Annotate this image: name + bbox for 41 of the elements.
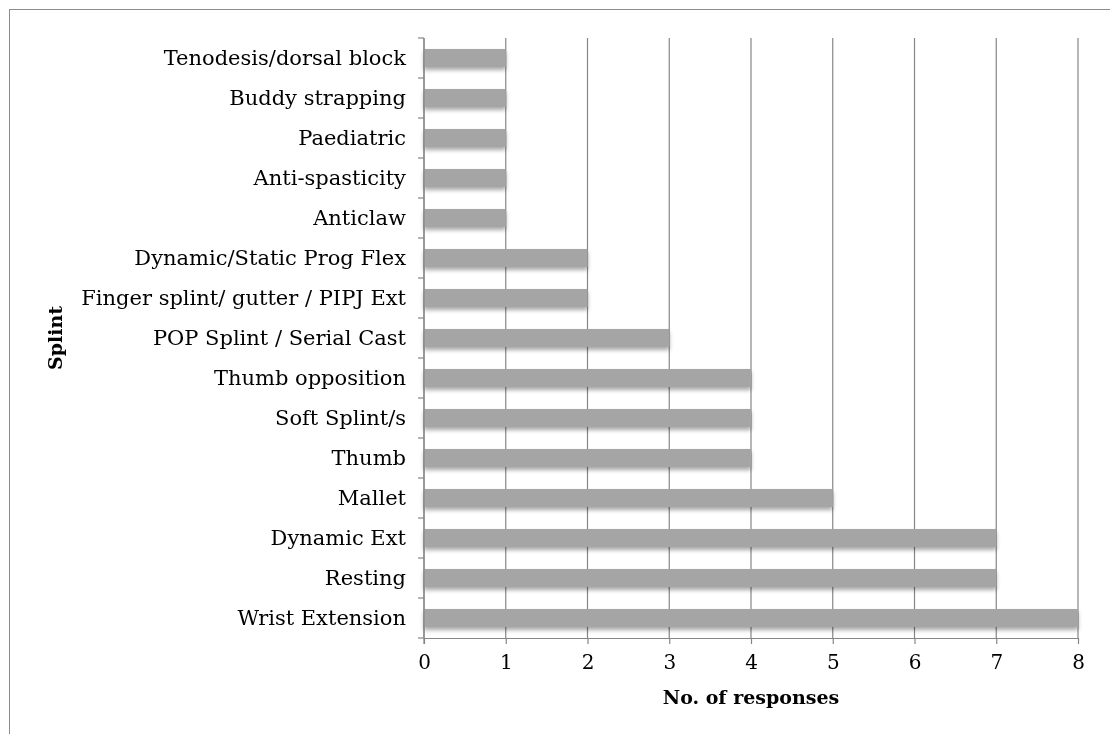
x-axis-title: No. of responses xyxy=(662,686,840,708)
y-tick-label: Mallet xyxy=(337,485,407,510)
bar xyxy=(424,569,997,587)
bar xyxy=(424,49,506,67)
y-tick-label: Anticlaw xyxy=(312,205,407,230)
bar xyxy=(424,129,506,147)
bar xyxy=(424,209,506,227)
bar xyxy=(424,369,751,387)
y-tick-label: POP Splint / Serial Cast xyxy=(152,325,407,350)
y-tick-label: Resting xyxy=(324,565,406,590)
x-tick-label: 3 xyxy=(663,650,677,675)
bar xyxy=(424,289,588,307)
x-tick-label: 2 xyxy=(581,650,595,675)
y-tick-label: Soft Splint/s xyxy=(275,405,406,430)
y-tick-label: Dynamic/Static Prog Flex xyxy=(134,245,407,270)
bar xyxy=(424,449,751,467)
bar xyxy=(424,169,506,187)
y-tick-label: Buddy strapping xyxy=(229,85,406,110)
y-tick-label: Anti-spasticity xyxy=(252,165,407,190)
y-tick-label: Tenodesis/dorsal block xyxy=(163,45,407,70)
y-tick-label: Thumb opposition xyxy=(213,365,406,390)
y-axis-title: Splint xyxy=(44,305,66,371)
x-tick-label: 1 xyxy=(499,650,513,675)
bar xyxy=(424,329,670,347)
x-tick-label: 0 xyxy=(418,650,431,675)
bar xyxy=(424,89,506,107)
bar xyxy=(424,409,751,427)
y-tick-label: Paediatric xyxy=(298,125,406,150)
x-tick-label: 6 xyxy=(908,650,922,675)
y-tick-label: Dynamic Ext xyxy=(270,525,407,550)
x-tick-label: 7 xyxy=(990,650,1004,675)
x-tick-label: 8 xyxy=(1072,650,1085,675)
bar xyxy=(424,529,997,547)
x-tick-label: 5 xyxy=(826,650,840,675)
y-tick-label: Wrist Extension xyxy=(237,605,406,630)
bar xyxy=(424,249,588,267)
x-tick-label: 4 xyxy=(745,650,758,675)
y-tick-label: Thumb xyxy=(331,445,406,470)
bar xyxy=(424,489,833,507)
y-tick-label: Finger splint/ gutter / PIPJ Ext xyxy=(81,285,407,310)
bar xyxy=(424,609,1078,627)
